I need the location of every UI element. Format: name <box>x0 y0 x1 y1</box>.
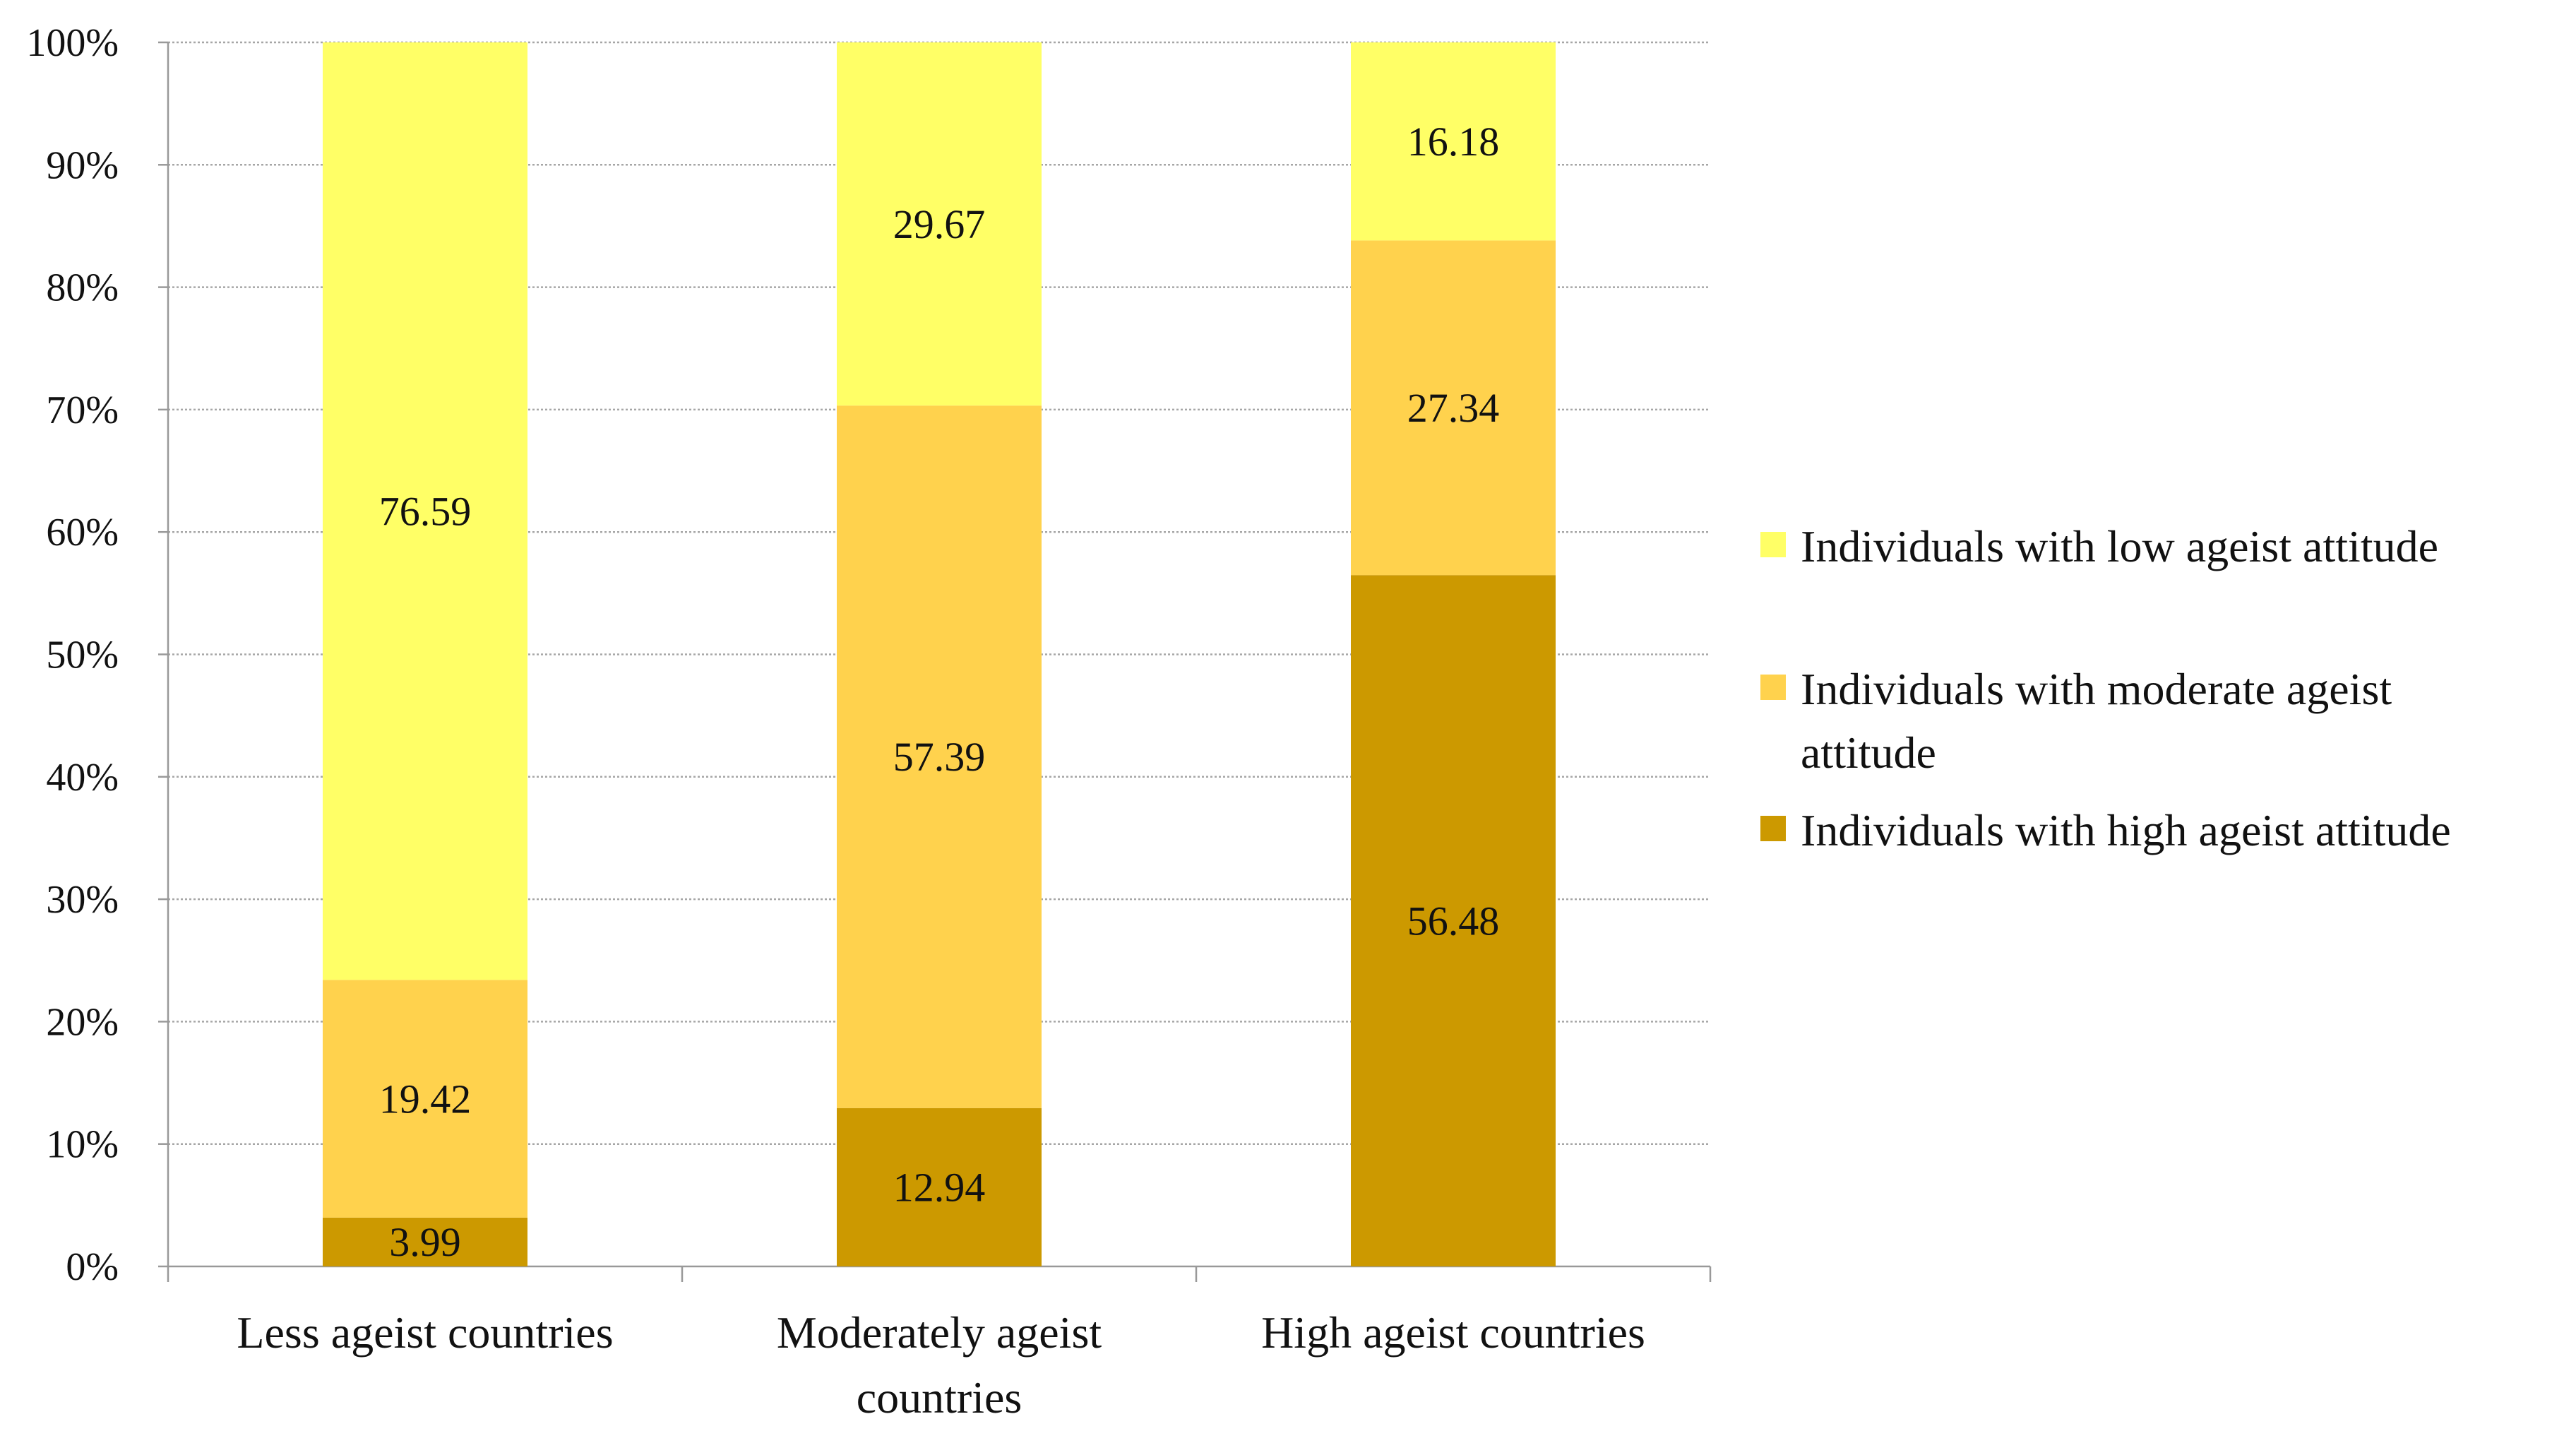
bars <box>323 42 1556 1266</box>
bar-segment <box>323 980 527 1218</box>
data-label: 3.99 <box>389 1219 461 1265</box>
bar-segment <box>1351 240 1556 576</box>
data-label: 19.42 <box>379 1076 472 1122</box>
y-tick-label: 80% <box>46 266 119 310</box>
y-tick-label: 90% <box>46 143 119 187</box>
x-category-label: Less ageist countries <box>237 1307 613 1358</box>
bar-segment <box>837 42 1042 406</box>
legend-item[interactable]: Individuals with moderate ageist attitude <box>1760 664 2392 778</box>
data-label: 29.67 <box>893 201 986 247</box>
legend-swatch <box>1760 532 1786 557</box>
bar-segment <box>1351 575 1556 1266</box>
y-tick-label: 0% <box>66 1245 119 1289</box>
y-tick-label: 50% <box>46 634 119 677</box>
y-tick-label: 60% <box>46 511 119 554</box>
legend-item[interactable]: Individuals with low ageist attitude <box>1760 521 2438 571</box>
y-tick-label: 10% <box>46 1123 119 1167</box>
legend[interactable]: Individuals with low ageist attitude Indi… <box>1760 521 2451 855</box>
legend-label: attitude <box>1801 728 1936 778</box>
y-tick-label: 40% <box>46 756 119 800</box>
legend-label: Individuals with high ageist attitude <box>1801 805 2451 855</box>
data-label: 57.39 <box>893 734 986 780</box>
x-category-label: Moderately ageist <box>777 1307 1102 1358</box>
legend-swatch <box>1760 675 1786 700</box>
bar-segment <box>837 405 1042 1108</box>
bar-segment <box>1351 42 1556 241</box>
bar-segment <box>323 1217 527 1266</box>
data-labels: 3.99 19.42 76.59 12.94 57.39 29.67 56.48 27.34 1… <box>379 119 1500 1265</box>
bar-segment <box>323 42 527 980</box>
data-label: 56.48 <box>1407 898 1500 944</box>
axes: 0% 10% 20% 30% 40% 50% 60% 70% 80% 90% 100% Less ag… <box>26 21 1712 1423</box>
legend-item[interactable]: Individuals with high ageist attitude <box>1760 805 2451 855</box>
legend-swatch <box>1760 816 1786 841</box>
x-category-label: countries <box>857 1372 1022 1423</box>
y-tick-label: 30% <box>46 878 119 922</box>
x-category-label: High ageist countries <box>1261 1307 1645 1358</box>
bar-segment <box>837 1108 1042 1266</box>
legend-label: Individuals with moderate ageist <box>1801 664 2392 714</box>
data-label: 16.18 <box>1407 119 1500 165</box>
y-tick-label: 100% <box>26 21 119 65</box>
data-label: 27.34 <box>1407 385 1500 431</box>
data-label: 76.59 <box>379 488 472 534</box>
y-tick-label: 70% <box>46 388 119 432</box>
y-tick-label: 20% <box>46 1000 119 1044</box>
data-label: 12.94 <box>893 1165 986 1211</box>
legend-label: Individuals with low ageist attitude <box>1801 521 2438 571</box>
